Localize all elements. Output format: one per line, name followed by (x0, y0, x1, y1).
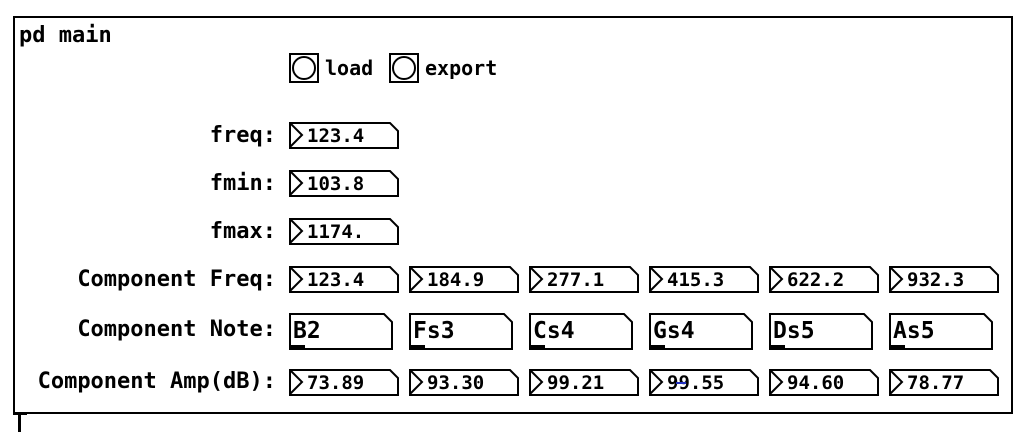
load-label: load (325, 56, 374, 80)
component-freq-box-5[interactable]: 622.2 (769, 266, 879, 293)
component-note-value: As5 (893, 318, 935, 344)
bang-circle-icon (392, 56, 416, 80)
component-freq-value: 123.4 (307, 269, 365, 291)
component-note-box-4[interactable]: Gs4 (649, 313, 753, 350)
symbol-box-marker (411, 345, 425, 348)
canvas-frame (13, 16, 1013, 414)
window-title: pd main (19, 23, 112, 48)
component-note-box-3[interactable]: Cs4 (529, 313, 633, 350)
symbol-box-outline (889, 313, 993, 350)
number-box-outline (649, 266, 759, 293)
load-bang-button[interactable] (289, 53, 319, 83)
symbol-box-marker (891, 345, 905, 348)
component-freq-value: 622.2 (787, 269, 845, 291)
component-note-value: Ds5 (773, 318, 815, 344)
component-amp-label: Component Amp(dB): (37, 369, 276, 394)
export-label: export (425, 56, 498, 80)
component-freq-box-3[interactable]: 277.1 (529, 266, 639, 293)
component-freq-value: 415.3 (667, 269, 725, 291)
symbol-box-marker (771, 345, 785, 348)
number-box-outline (769, 369, 879, 396)
number-box-outline (289, 170, 399, 197)
number-box-outline (409, 369, 519, 396)
component-freq-box-2[interactable]: 184.9 (409, 266, 519, 293)
fmax-label: fmax: (209, 219, 276, 244)
component-freq-label: Component Freq: (77, 267, 276, 292)
freq-number-box[interactable]: 123.4 (289, 122, 399, 149)
component-amp-value: 78.77 (907, 372, 965, 394)
component-amp-box-3[interactable]: 99.21 (529, 369, 639, 396)
symbol-box-outline (289, 313, 393, 350)
component-freq-box-4[interactable]: 415.3 (649, 266, 759, 293)
symbol-box-marker (291, 345, 305, 348)
component-note-box-6[interactable]: As5 (889, 313, 993, 350)
freq-label: freq: (209, 123, 276, 148)
symbol-box-outline (529, 313, 633, 350)
component-note-box-1[interactable]: B2 (289, 313, 393, 350)
component-amp-value: 94.60 (787, 372, 845, 394)
symbol-box-outline (409, 313, 513, 350)
component-amp-value: 73.89 (307, 372, 365, 394)
component-freq-box-6[interactable]: 932.3 (889, 266, 999, 293)
number-box-outline (529, 266, 639, 293)
component-freq-box-1[interactable]: 123.4 (289, 266, 399, 293)
fmax-value: 1174. (307, 221, 365, 243)
number-box-outline (889, 369, 999, 396)
number-box-outline (289, 369, 399, 396)
number-box-outline (769, 266, 879, 293)
number-box-outline (889, 266, 999, 293)
component-amp-box-5[interactable]: 94.60 (769, 369, 879, 396)
text-cursor (676, 382, 686, 384)
number-box-outline (289, 266, 399, 293)
component-note-label: Component Note: (77, 317, 276, 342)
number-box-outline (289, 218, 399, 245)
component-amp-value: 93.30 (427, 372, 485, 394)
symbol-box-outline (769, 313, 873, 350)
symbol-box-outline (649, 313, 753, 350)
component-note-value: Gs4 (653, 318, 695, 344)
component-amp-box-4[interactable]: 99.55 (649, 369, 759, 396)
fmin-label: fmin: (209, 171, 276, 196)
component-amp-box-6[interactable]: 78.77 (889, 369, 999, 396)
number-box-outline (409, 266, 519, 293)
component-amp-box-2[interactable]: 93.30 (409, 369, 519, 396)
component-freq-value: 184.9 (427, 269, 485, 291)
fmin-value: 103.8 (307, 173, 365, 195)
component-note-value: B2 (293, 318, 321, 344)
number-box-outline (529, 369, 639, 396)
fmax-number-box[interactable]: 1174. (289, 218, 399, 245)
canvas-inlet-stem (18, 412, 21, 432)
component-freq-value: 277.1 (547, 269, 605, 291)
component-amp-value: 99.21 (547, 372, 605, 394)
fmin-number-box[interactable]: 103.8 (289, 170, 399, 197)
number-box-outline (649, 369, 759, 396)
component-freq-value: 932.3 (907, 269, 965, 291)
export-bang-button[interactable] (389, 53, 419, 83)
number-box-outline (289, 122, 399, 149)
freq-value: 123.4 (307, 125, 365, 147)
component-note-value: Fs3 (413, 318, 455, 344)
component-amp-value: 99.55 (667, 372, 725, 394)
component-note-value: Cs4 (533, 318, 575, 344)
symbol-box-marker (531, 345, 545, 348)
component-amp-box-1[interactable]: 73.89 (289, 369, 399, 396)
component-note-box-5[interactable]: Ds5 (769, 313, 873, 350)
symbol-box-marker (651, 345, 665, 348)
component-note-box-2[interactable]: Fs3 (409, 313, 513, 350)
bang-circle-icon (292, 56, 316, 80)
